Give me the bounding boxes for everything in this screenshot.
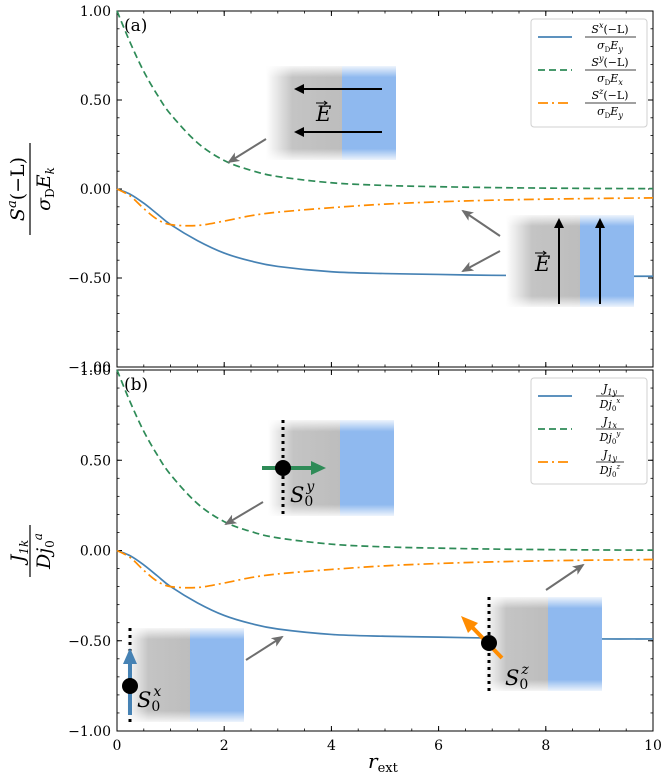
pointer-a2-upper bbox=[461, 209, 501, 237]
panel-a-ticks: 1.00 0.50 0.00 −0.50 −1.00 bbox=[68, 4, 654, 376]
ylabel-a-sup: a bbox=[5, 200, 20, 208]
y-tick-label-a-0: 1.00 bbox=[80, 4, 111, 20]
y-tick-label-b-3: −0.50 bbox=[68, 634, 111, 650]
svg-text:Sa(−L): Sa(−L) bbox=[5, 157, 29, 221]
y-tick-label-a-4: −1.00 bbox=[68, 360, 111, 376]
x-tick-label-3: 6 bbox=[434, 738, 443, 754]
panel-a-label: (a) bbox=[124, 16, 147, 36]
ylabel-b-den-sup: a bbox=[31, 533, 45, 540]
y-tick-label-b-0: 1.00 bbox=[80, 363, 111, 379]
ylabel-a-den-rest: E bbox=[33, 174, 55, 189]
panel-a: (a) 1.000.500.00−0.50−1.00 Sa(−L) σDEk S… bbox=[5, 4, 654, 376]
x-tick-label-4: 8 bbox=[541, 738, 550, 754]
legend-label-num-b-0: J1y bbox=[601, 382, 618, 397]
series-line-b-1 bbox=[116, 369, 654, 551]
ylabel-b-den: Dj bbox=[33, 548, 55, 570]
inset-b3-label: S0z bbox=[505, 662, 529, 693]
legend-label-den-b-1: Dj0y bbox=[599, 430, 622, 446]
legend-label-den-b-2: Dj0z bbox=[599, 463, 621, 479]
inset-b-spin-z: S0z bbox=[461, 563, 602, 693]
legend-label-num-a-2: Sz(−L) bbox=[592, 87, 629, 102]
pointer-b1 bbox=[224, 501, 264, 526]
legend-label-num-a-1: Sy(−L) bbox=[591, 54, 628, 69]
x-tick-label-2: 4 bbox=[327, 738, 336, 754]
inset-b1-label: S0y bbox=[290, 479, 315, 510]
y-tick-label-b-4: −1.00 bbox=[68, 724, 111, 740]
inset-b-spin-x: S0x bbox=[122, 628, 284, 722]
legend-label-den-a-0: σDEy bbox=[597, 39, 623, 54]
y-tick-label-a-1: 0.50 bbox=[80, 93, 111, 109]
pointer-a1 bbox=[227, 138, 267, 164]
series-line-b-2 bbox=[116, 549, 654, 589]
legend-label-num-b-1: J1x bbox=[601, 415, 618, 430]
inset-a-vertical-field: E bbox=[461, 209, 634, 307]
ylabel-a-num: S bbox=[7, 208, 29, 221]
panel-a-ylabel: Sa(−L) σDEk bbox=[5, 143, 57, 235]
series-line-a-1 bbox=[116, 10, 654, 190]
ylabel-a-arg: (−L) bbox=[7, 157, 29, 200]
y-tick-label-a-3: −0.50 bbox=[68, 271, 111, 287]
svg-text:Dj0a: Dj0a bbox=[31, 533, 57, 570]
ylabel-a-den-sub2: k bbox=[43, 167, 57, 174]
inset-a-horizontal-field: E bbox=[227, 66, 396, 164]
x-axis-label: rext bbox=[368, 749, 399, 776]
x-tick-label-1: 2 bbox=[220, 738, 229, 754]
panel-b-ticks: 1.000.500.00−0.50−1.000 2 4 6 8 10 bbox=[68, 363, 662, 754]
legend-label-den-b-0: Dj0x bbox=[599, 397, 621, 413]
ylabel-a-den: σ bbox=[33, 197, 55, 211]
pointer-a2-lower bbox=[461, 250, 501, 272]
ylabel-a-den-sub: D bbox=[43, 188, 57, 198]
panel-b: (b) 1.000.500.00−0.50−1.000 2 4 6 8 10 J1k Dj… bbox=[7, 363, 662, 776]
ylabel-b-den-sub: 0 bbox=[43, 540, 57, 548]
panel-b-ylabel: J1k Dj0a bbox=[7, 525, 57, 577]
x-tick-label-5: 10 bbox=[644, 738, 662, 754]
legend-label-den-a-1: σDEx bbox=[597, 72, 623, 87]
svg-text:σDEk: σDEk bbox=[33, 167, 57, 211]
panel-b-label: (b) bbox=[124, 375, 148, 395]
y-tick-label-b-1: 0.50 bbox=[80, 453, 111, 469]
legend-label-num-a-0: Sx(−L) bbox=[591, 21, 628, 36]
x-tick-label-0: 0 bbox=[113, 738, 122, 754]
series-line-a-2 bbox=[116, 188, 654, 227]
inset-a1-label: E bbox=[315, 102, 331, 126]
legend-label-den-a-2: σDEy bbox=[597, 105, 623, 120]
inset-b2-label: S0x bbox=[137, 684, 161, 715]
y-tick-label-a-2: 0.00 bbox=[80, 182, 111, 198]
inset-b-spin-y: S0y bbox=[224, 420, 394, 526]
ylabel-b-num: J bbox=[7, 553, 29, 566]
pointer-b3 bbox=[545, 563, 585, 591]
inset-a2-label: E bbox=[534, 252, 550, 276]
pointer-b2 bbox=[245, 635, 284, 661]
ylabel-b-num-sub: 1k bbox=[17, 540, 31, 555]
svg-text:J1k: J1k bbox=[7, 540, 31, 567]
legend-label-num-b-2: J1y bbox=[601, 448, 618, 463]
y-tick-label-b-2: 0.00 bbox=[80, 544, 111, 560]
